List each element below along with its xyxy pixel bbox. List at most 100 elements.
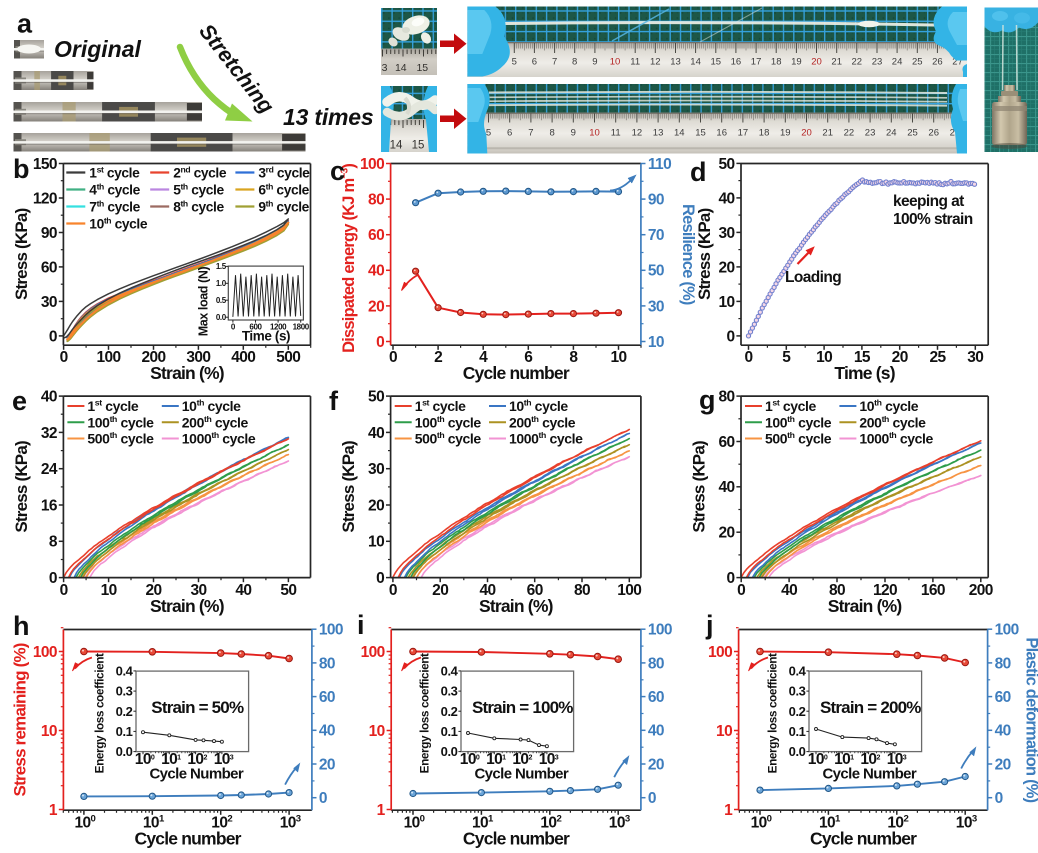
svg-text:102: 102 [512, 751, 532, 768]
svg-text:10: 10 [610, 349, 626, 366]
svg-text:80: 80 [718, 389, 734, 406]
svg-text:0.0: 0.0 [216, 313, 227, 322]
svg-text:1: 1 [377, 802, 386, 819]
svg-text:300: 300 [186, 349, 210, 366]
svg-text:1st cycle: 1st cycle [87, 398, 138, 414]
svg-text:6: 6 [524, 349, 533, 366]
svg-text:27: 27 [952, 57, 963, 68]
svg-text:70: 70 [648, 227, 664, 244]
svg-text:16: 16 [716, 128, 727, 139]
svg-text:90: 90 [41, 225, 57, 242]
svg-text:80: 80 [648, 655, 664, 672]
svg-text:9: 9 [592, 57, 597, 68]
svg-text:25: 25 [907, 128, 918, 139]
svg-text:0: 0 [389, 582, 397, 599]
svg-text:0: 0 [995, 790, 1003, 807]
svg-text:3: 3 [382, 62, 388, 74]
svg-text:20: 20 [892, 349, 908, 366]
svg-text:25: 25 [929, 349, 946, 366]
svg-text:60: 60 [995, 689, 1011, 706]
svg-text:j: j [705, 610, 713, 640]
svg-text:0: 0 [389, 349, 397, 366]
svg-text:14: 14 [395, 62, 407, 74]
svg-text:22: 22 [852, 57, 863, 68]
svg-text:6: 6 [507, 128, 512, 139]
svg-text:10: 10 [369, 723, 385, 740]
svg-text:Original: Original [54, 36, 142, 62]
svg-text:18: 18 [759, 128, 770, 139]
svg-text:12: 12 [650, 57, 661, 68]
svg-text:0.4: 0.4 [441, 664, 459, 679]
svg-text:6th cycle: 6th cycle [258, 181, 309, 197]
svg-text:14: 14 [674, 128, 685, 139]
svg-text:1st cycle: 1st cycle [415, 398, 466, 414]
svg-text:Strain = 200%: Strain = 200% [820, 698, 921, 717]
svg-text:26: 26 [928, 128, 939, 139]
svg-text:0.0: 0.0 [789, 744, 806, 759]
svg-text:15: 15 [695, 128, 706, 139]
svg-text:80: 80 [319, 655, 335, 672]
svg-text:Max load (N): Max load (N) [197, 267, 211, 337]
svg-text:20: 20 [718, 525, 734, 542]
svg-text:21: 21 [822, 128, 833, 139]
svg-text:17: 17 [738, 128, 749, 139]
svg-text:19: 19 [791, 57, 802, 68]
svg-text:0: 0 [60, 582, 68, 599]
svg-text:1200: 1200 [270, 323, 287, 332]
svg-text:8: 8 [569, 349, 578, 366]
svg-text:10: 10 [648, 334, 664, 351]
svg-text:7: 7 [528, 128, 533, 139]
svg-text:0: 0 [319, 790, 327, 807]
svg-text:23: 23 [865, 128, 876, 139]
svg-text:150: 150 [33, 156, 57, 173]
svg-text:Loading: Loading [785, 269, 841, 286]
svg-text:200th cycle: 200th cycle [859, 414, 926, 430]
svg-text:Stress (KPa): Stress (KPa) [695, 208, 714, 300]
svg-text:0.1: 0.1 [441, 724, 458, 739]
svg-text:Cycle Number: Cycle Number [149, 766, 243, 783]
svg-text:15: 15 [854, 349, 871, 366]
svg-text:100: 100 [708, 644, 732, 661]
svg-text:10th cycle: 10th cycle [182, 398, 241, 414]
svg-text:100: 100 [995, 622, 1019, 639]
svg-text:Cycle number: Cycle number [463, 363, 570, 383]
svg-text:0: 0 [726, 570, 734, 587]
svg-text:19: 19 [780, 128, 791, 139]
svg-text:keeping at: keeping at [893, 193, 964, 210]
svg-text:0: 0 [231, 323, 236, 332]
svg-text:15: 15 [711, 57, 722, 68]
svg-text:Stress (KPa): Stress (KPa) [12, 208, 31, 300]
svg-text:100: 100 [648, 622, 672, 639]
svg-text:60: 60 [319, 689, 335, 706]
svg-text:24: 24 [886, 128, 897, 139]
svg-text:500th cycle: 500th cycle [765, 430, 832, 446]
svg-text:1000th cycle: 1000th cycle [859, 430, 933, 446]
svg-text:5: 5 [512, 57, 517, 68]
svg-text:40: 40 [479, 582, 495, 599]
svg-text:c: c [330, 156, 345, 186]
svg-text:5th cycle: 5th cycle [173, 181, 224, 197]
svg-text:0.0: 0.0 [116, 744, 133, 759]
svg-text:100: 100 [360, 156, 384, 173]
svg-text:40: 40 [319, 723, 335, 740]
svg-text:Stretching: Stretching [194, 19, 278, 118]
svg-text:103: 103 [214, 751, 234, 768]
svg-text:4: 4 [479, 349, 488, 366]
svg-text:17: 17 [751, 57, 762, 68]
svg-text:1: 1 [49, 802, 58, 819]
svg-text:9: 9 [571, 128, 576, 139]
svg-text:d: d [690, 157, 706, 187]
svg-text:0.1: 0.1 [789, 724, 806, 739]
svg-text:30: 30 [648, 298, 664, 315]
svg-text:110: 110 [648, 156, 671, 173]
svg-text:102: 102 [860, 751, 880, 768]
svg-text:30: 30 [967, 349, 983, 366]
svg-text:8: 8 [49, 534, 58, 551]
svg-text:30: 30 [718, 225, 734, 242]
svg-text:100: 100 [135, 751, 155, 768]
svg-text:23: 23 [872, 57, 883, 68]
svg-text:100: 100 [96, 349, 120, 366]
svg-text:1.5: 1.5 [216, 262, 227, 271]
svg-text:0: 0 [49, 328, 57, 345]
svg-text:103: 103 [539, 751, 559, 768]
